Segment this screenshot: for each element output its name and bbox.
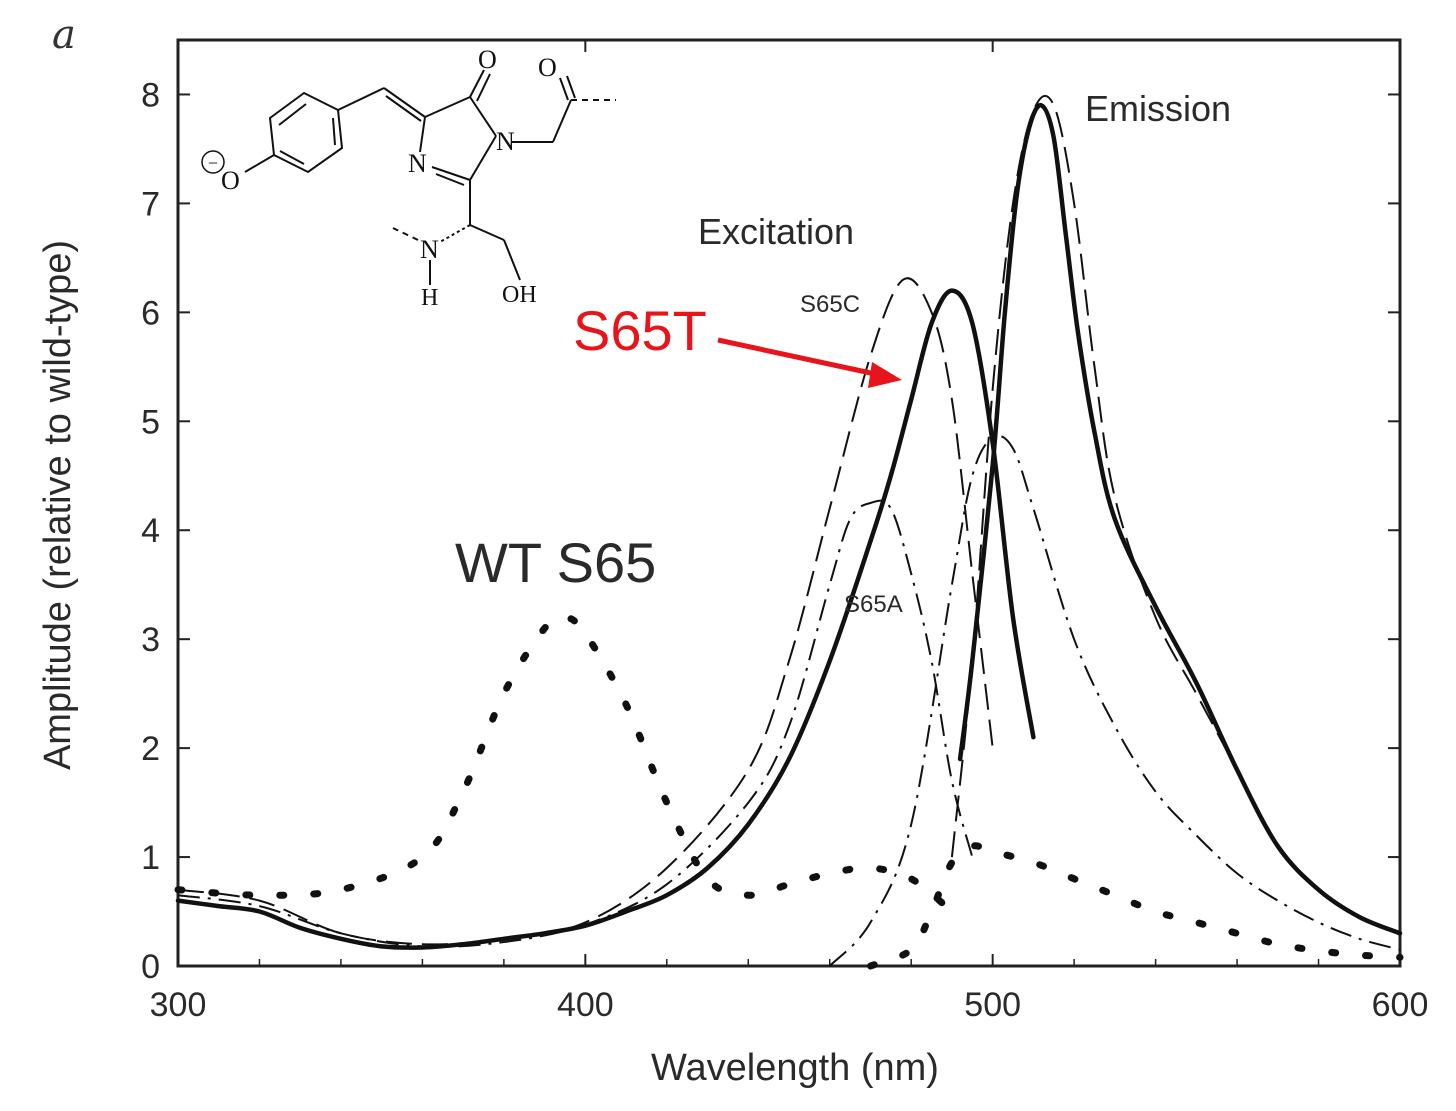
y-tick-label: 4 xyxy=(141,512,160,550)
excitation-label: Excitation xyxy=(698,211,854,252)
svg-text:N: N xyxy=(496,127,515,156)
svg-text:O: O xyxy=(478,45,497,74)
panel-label: a xyxy=(52,12,76,58)
svg-text:O: O xyxy=(538,53,557,82)
svg-text:OH: OH xyxy=(502,282,537,308)
y-tick-label: 0 xyxy=(141,948,160,986)
svg-text:−: − xyxy=(208,153,218,173)
y-tick-label: 1 xyxy=(141,839,160,877)
y-axis-ticks: 0 1 2 3 4 5 6 7 8 xyxy=(141,76,1400,986)
svg-text:N: N xyxy=(420,235,439,264)
curve-s65c-excitation xyxy=(177,277,994,946)
chromophore-structure xyxy=(244,69,616,285)
curve-s65t-emission xyxy=(957,102,1403,936)
curve-s65c-emission xyxy=(950,95,1401,935)
curve-s65a-emission xyxy=(828,434,1401,967)
y-tick-label: 5 xyxy=(141,403,160,441)
emission-label: Emission xyxy=(1085,88,1231,129)
x-tick-label: 600 xyxy=(1372,986,1429,1024)
y-tick-label: 7 xyxy=(141,185,160,223)
s65t-label: S65T xyxy=(573,299,707,362)
chromophore-atom-labels: − O O O N N N H OH xyxy=(201,45,557,311)
y-tick-label: 6 xyxy=(141,294,160,332)
y-tick-label: 3 xyxy=(141,621,160,659)
spectra-curves xyxy=(174,95,1404,970)
svg-text:O: O xyxy=(221,166,240,195)
y-axis-title: Amplitude (relative to wild-type) xyxy=(37,240,79,770)
wt-s65-label: WT S65 xyxy=(455,531,656,594)
curve-s65a-excitation xyxy=(177,499,974,948)
svg-text:N: N xyxy=(408,149,427,178)
x-axis-ticks: 300 400 500 600 xyxy=(150,40,1429,1024)
y-tick-label: 8 xyxy=(141,76,160,114)
x-tick-label: 400 xyxy=(557,986,614,1024)
plot-frame xyxy=(176,38,1402,968)
x-tick-label: 300 xyxy=(150,986,207,1024)
x-tick-label: 500 xyxy=(964,986,1021,1024)
x-axis-title: Wavelength (nm) xyxy=(651,1047,939,1089)
svg-text:H: H xyxy=(421,285,438,311)
y-tick-label: 2 xyxy=(141,730,160,768)
s65t-arrow xyxy=(717,337,902,388)
curve-wt-s65-excitation xyxy=(174,613,956,915)
curve-s65t-excitation xyxy=(175,288,1036,950)
curve-wt-s65-emission xyxy=(867,842,1404,970)
s65a-label: S65A xyxy=(844,591,903,618)
s65c-label: S65C xyxy=(800,291,860,318)
